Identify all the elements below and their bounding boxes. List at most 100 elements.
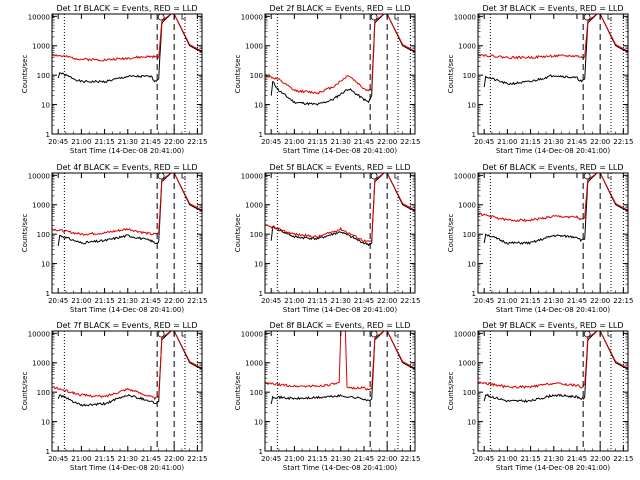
x-tick-label: 21:30 — [544, 138, 564, 146]
top-bracket-marker — [607, 173, 612, 179]
panel-title: Det 7f BLACK = Events, RED = LLD — [56, 321, 197, 330]
x-tick-label: 21:15 — [520, 297, 540, 305]
x-tick-label: 22:00 — [164, 455, 184, 463]
x-tick-label: 21:45 — [354, 455, 374, 463]
y-tick-label: 1 — [46, 448, 50, 456]
y-axis-label: Counts/sec — [447, 214, 455, 253]
panel-title: Det 6f BLACK = Events, RED = LLD — [482, 163, 623, 172]
top-bracket-marker — [181, 331, 186, 337]
x-tick-label: 21:15 — [94, 455, 114, 463]
x-tick-label: 21:00 — [497, 455, 517, 463]
y-tick-label: 100 — [37, 72, 50, 80]
y-tick-label: 1000 — [245, 360, 263, 368]
series-line-events — [270, 173, 415, 247]
x-tick-label: 20:45 — [48, 455, 68, 463]
y-tick-label: 100 — [463, 231, 476, 239]
panel-frame — [477, 330, 629, 452]
detector-panel-5: Det 5f BLACK = Events, RED = LLD 1 10 100 10… — [234, 163, 420, 314]
top-bracket-marker — [607, 14, 612, 20]
panel-plot-area — [52, 173, 202, 246]
y-axis-label: Counts/sec — [234, 372, 242, 411]
x-axis-label: Start Time (14-Dec-08 20:41:00) — [283, 147, 397, 155]
x-tick-label: 21:00 — [284, 455, 304, 463]
detector-panel-3: Det 3f BLACK = Events, RED = LLD 1 10 100 10… — [447, 4, 633, 155]
y-tick-label: 1 — [472, 448, 476, 456]
series-line-lld — [52, 331, 202, 401]
x-tick-label: 21:45 — [141, 455, 161, 463]
x-tick-label: 21:15 — [94, 138, 114, 146]
y-tick-label: 10 — [467, 419, 476, 427]
x-tick-label: 21:00 — [497, 297, 517, 305]
x-tick-label: 21:45 — [141, 138, 161, 146]
series-line-lld — [265, 14, 415, 95]
x-tick-label: 22:00 — [377, 297, 397, 305]
y-tick-label: 10000 — [454, 172, 476, 180]
panel-frame — [477, 172, 629, 294]
series-line-lld — [265, 173, 415, 243]
x-tick-label: 20:45 — [261, 138, 281, 146]
y-tick-label: 1 — [46, 131, 50, 139]
detector-panel-2: Det 2f BLACK = Events, RED = LLD 1 10 100 10… — [234, 4, 420, 155]
top-bracket-marker — [181, 173, 186, 179]
y-tick-label: 100 — [37, 389, 50, 397]
series-line-lld — [478, 173, 628, 223]
y-tick-label: 100 — [250, 72, 263, 80]
y-axis-label: Counts/sec — [21, 214, 29, 253]
x-tick-label: 20:45 — [474, 455, 494, 463]
x-tick-label: 22:00 — [590, 455, 610, 463]
series-line-events — [57, 173, 202, 246]
x-tick-label: 20:45 — [474, 297, 494, 305]
series-line-lld — [52, 14, 202, 62]
panel-frame — [264, 172, 416, 294]
panel-plot-area — [478, 14, 628, 87]
top-circle-marker — [157, 13, 165, 21]
y-tick-label: 1 — [472, 131, 476, 139]
x-tick-label: 22:00 — [164, 138, 184, 146]
detector-panel-7: Det 7f BLACK = Events, RED = LLD 1 10 100 10… — [21, 321, 207, 472]
y-tick-label: 100 — [37, 231, 50, 239]
panel-plot-area — [478, 331, 628, 403]
top-bracket-marker — [394, 173, 399, 179]
series-line-events — [483, 331, 628, 403]
panel-title: Det 8f BLACK = Events, RED = LLD — [269, 321, 410, 330]
y-tick-label: 10 — [41, 261, 50, 269]
panel-frame — [51, 13, 203, 135]
y-tick-label: 1 — [259, 290, 263, 298]
y-tick-label: 10 — [467, 261, 476, 269]
x-tick-label: 20:45 — [261, 297, 281, 305]
detector-panel-4: Det 4f BLACK = Events, RED = LLD 1 10 100 10… — [21, 163, 207, 314]
panel-title: Det 4f BLACK = Events, RED = LLD — [56, 163, 197, 172]
y-tick-label: 1000 — [458, 43, 476, 51]
x-tick-label: 22:15 — [187, 455, 207, 463]
x-tick-label: 20:45 — [261, 455, 281, 463]
x-tick-label: 21:00 — [71, 455, 91, 463]
y-tick-label: 10 — [467, 102, 476, 110]
panel-plot-area — [265, 173, 415, 247]
detector-panel-6: Det 6f BLACK = Events, RED = LLD 1 10 100 10… — [447, 163, 633, 314]
panel-frame — [51, 330, 203, 452]
x-axis-label: Start Time (14-Dec-08 20:41:00) — [70, 464, 184, 472]
y-tick-label: 10000 — [28, 330, 50, 338]
x-tick-label: 21:00 — [497, 138, 517, 146]
panel-title: Det 9f BLACK = Events, RED = LLD — [482, 321, 623, 330]
top-circle-marker — [157, 330, 165, 338]
y-tick-label: 1 — [259, 131, 263, 139]
panel-title: Det 5f BLACK = Events, RED = LLD — [269, 163, 410, 172]
x-tick-label: 21:15 — [307, 138, 327, 146]
panel-plot-area — [478, 173, 628, 245]
x-tick-label: 21:45 — [354, 297, 374, 305]
top-circle-marker — [370, 172, 378, 180]
x-tick-label: 21:30 — [331, 138, 351, 146]
y-tick-label: 1000 — [245, 202, 263, 210]
series-line-lld — [478, 14, 628, 60]
y-tick-label: 1 — [472, 290, 476, 298]
y-tick-label: 100 — [463, 72, 476, 80]
y-tick-label: 10 — [254, 261, 263, 269]
x-tick-label: 22:15 — [400, 297, 420, 305]
panel-frame — [51, 172, 203, 294]
x-axis-label: Start Time (14-Dec-08 20:41:00) — [283, 464, 397, 472]
x-tick-label: 21:30 — [118, 138, 138, 146]
top-circle-marker — [157, 172, 165, 180]
x-tick-label: 21:15 — [307, 455, 327, 463]
top-circle-marker — [370, 330, 378, 338]
